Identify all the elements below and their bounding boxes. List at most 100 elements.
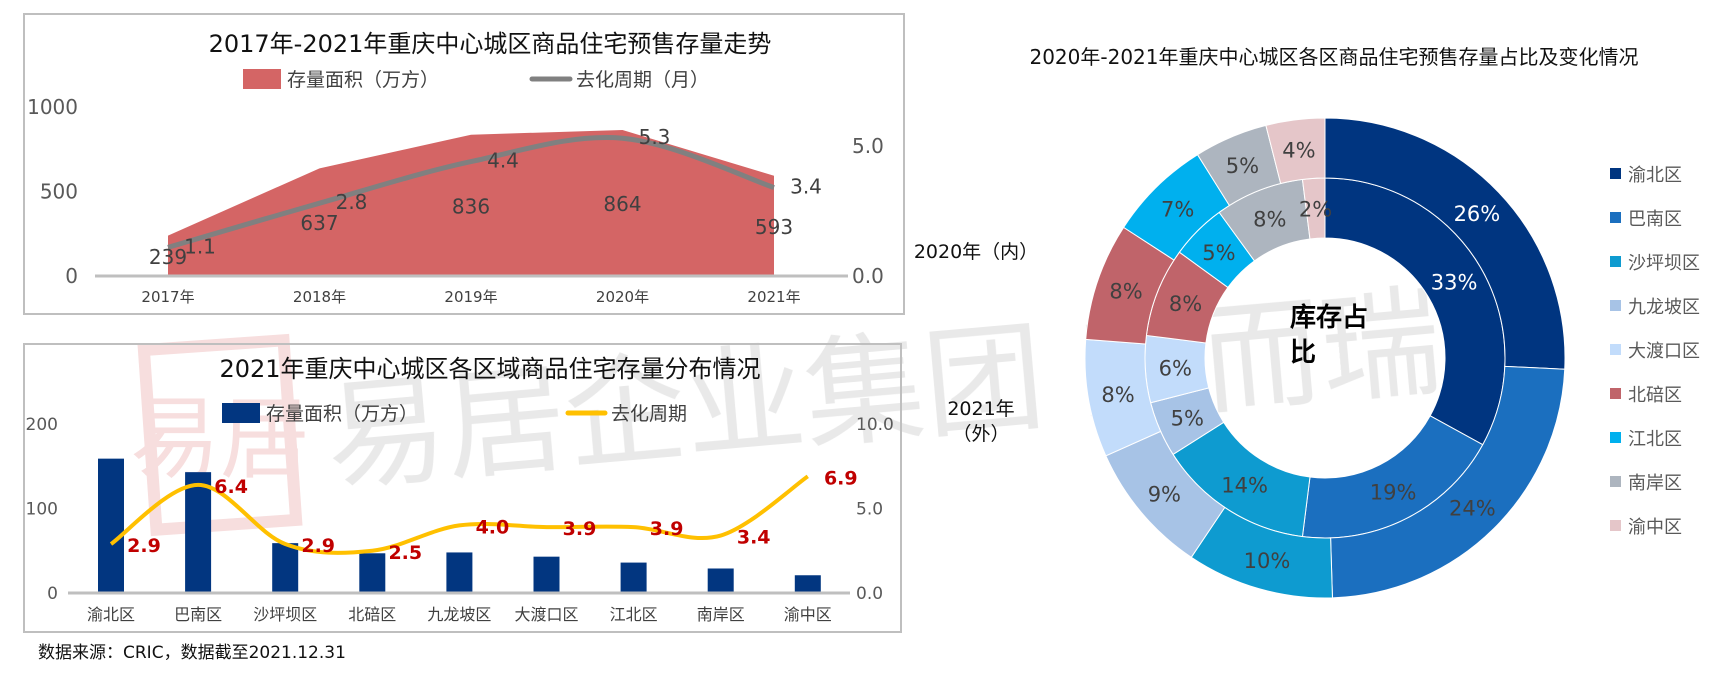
y-left-tick-label: 100	[26, 500, 58, 520]
bar	[98, 458, 124, 593]
y-left-tick-label: 1000	[27, 95, 78, 119]
y-left-tick-label: 200	[26, 415, 58, 435]
area-data-label: 637	[300, 211, 338, 235]
legend-label: 沙坪坝区	[1628, 253, 1700, 274]
y-right-tick-label: 0.0	[856, 584, 883, 604]
donut-label-outer: 26%	[1454, 202, 1501, 226]
chart2-legend: 存量面积（万方） 去化周期	[222, 403, 687, 425]
bar	[620, 562, 647, 593]
donut-label-inner: 5%	[1202, 241, 1235, 265]
line-data-label: 3.9	[650, 518, 684, 540]
legend-swatch	[1610, 212, 1621, 223]
line-series	[167, 135, 775, 250]
donut-label-inner: 8%	[1253, 208, 1286, 232]
legend-label: 巴南区	[1628, 209, 1682, 230]
bar	[446, 552, 473, 593]
donut-label-outer: 5%	[1226, 154, 1259, 178]
bar	[185, 472, 212, 593]
chart3-plot: 33% 19% 14% 5% 6% 8% 5% 8% 2% 26% 24% 10% 9% 8% 8% 7% 5%…	[1084, 117, 1566, 599]
donut-label-outer: 24%	[1449, 497, 1496, 521]
legend-label: 北碚区	[1628, 385, 1682, 406]
source-note: 数据来源：CRIC，数据截至2021.12.31	[38, 643, 346, 663]
x-tick-label: 江北区	[610, 605, 658, 624]
legend-label: 南岸区	[1628, 473, 1682, 494]
legend-swatch	[1610, 520, 1621, 531]
bar	[707, 568, 734, 593]
donut-label-outer: 8%	[1109, 280, 1142, 304]
area-data-label: 593	[755, 215, 793, 239]
legend-label: 九龙坡区	[1628, 297, 1700, 318]
donut-label-outer: 9%	[1148, 482, 1181, 506]
inner-ring-label: 2020年（内）	[914, 241, 1038, 263]
legend-label-area: 存量面积（万方）	[287, 69, 439, 91]
legend-label-line: 去化周期（月）	[576, 69, 709, 91]
line-data-label: 2.9	[301, 535, 335, 557]
outer-ring-label-2: （外）	[952, 423, 1009, 445]
area-data-label: 864	[603, 192, 641, 216]
area-data-label: 239	[149, 245, 187, 269]
donut-label-inner: 5%	[1171, 407, 1204, 431]
bar	[794, 575, 821, 593]
legend-swatch	[1610, 168, 1621, 179]
line-data-label: 1.1	[184, 234, 216, 258]
legend-label-line: 去化周期	[611, 403, 687, 425]
x-tick-label: 九龙坡区	[427, 605, 491, 624]
line-series	[109, 474, 809, 555]
legend-label: 江北区	[1628, 429, 1682, 450]
line-data-label: 3.4	[790, 175, 822, 199]
chart3-title: 2020年-2021年重庆中心城区各区商品住宅预售存量占比及变化情况	[1029, 45, 1638, 69]
legend-swatch	[1610, 476, 1621, 487]
chart1-title: 2017年-2021年重庆中心城区商品住宅预售存量走势	[209, 30, 772, 58]
donut-label-inner: 6%	[1159, 356, 1192, 380]
x-tick-label: 2020年	[596, 288, 649, 306]
legend-swatch	[1610, 432, 1621, 443]
legend-swatch	[1610, 388, 1621, 399]
x-tick-label: 渝中区	[784, 605, 832, 624]
chart2-frame	[23, 343, 902, 633]
x-tick-label: 2018年	[293, 288, 346, 306]
legend-swatch-bar	[222, 403, 260, 423]
donut-label-inner: 2%	[1299, 197, 1332, 221]
donut-label-inner: 19%	[1370, 481, 1417, 505]
donut-label-outer: 10%	[1244, 549, 1291, 573]
donut-center-label-1: 库存占	[1290, 303, 1368, 333]
x-tick-label: 大渡口区	[514, 605, 578, 624]
line-data-label: 2.5	[388, 542, 422, 564]
donut-label-outer: 8%	[1101, 383, 1134, 407]
donut-label-inner: 33%	[1431, 271, 1478, 295]
donut-center-label-2: 比	[1290, 338, 1316, 368]
x-tick-label: 2017年	[141, 288, 194, 306]
x-tick-label: 渝北区	[87, 605, 135, 624]
line-data-label: 6.9	[824, 467, 858, 489]
line-data-label: 2.8	[336, 190, 368, 214]
area-series	[168, 129, 774, 276]
legend-swatch	[1610, 344, 1621, 355]
bar	[533, 556, 560, 593]
legend-label: 大渡口区	[1628, 341, 1700, 362]
line-data-label: 2.9	[127, 535, 161, 557]
legend-label: 渝北区	[1628, 165, 1682, 186]
line-data-label: 4.4	[487, 149, 519, 173]
donut-label-outer: 4%	[1282, 139, 1315, 163]
x-tick-label: 巴南区	[174, 605, 222, 624]
x-tick-label: 2021年	[747, 288, 800, 306]
legend-swatch	[1610, 300, 1621, 311]
donut-slice-outer	[1265, 117, 1326, 185]
donut-label-inner: 8%	[1169, 292, 1202, 316]
x-tick-label: 沙坪坝区	[253, 605, 317, 624]
chart2-plot: 2.9 6.4 2.9 2.5 4.0 3.9 3.9 3.4 6.9 渝北区 巴南区 沙坪坝区 北碚区…	[26, 415, 894, 624]
chart1-frame	[23, 13, 905, 315]
outer-ring-label-1: 2021年	[947, 398, 1014, 420]
line-data-label: 4.0	[476, 516, 510, 538]
watermark-logo-text: 易居	[130, 387, 310, 492]
y-right-tick-label: 0.0	[852, 264, 884, 288]
bar	[359, 553, 386, 593]
y-left-tick-label: 0	[47, 584, 58, 604]
bar	[272, 543, 299, 593]
y-right-tick-label: 5.0	[856, 500, 883, 520]
watermark-logo	[137, 333, 303, 537]
x-tick-label: 北碚区	[348, 605, 396, 624]
x-tick-label: 南岸区	[697, 605, 745, 624]
y-right-tick-label: 10.0	[856, 415, 894, 435]
